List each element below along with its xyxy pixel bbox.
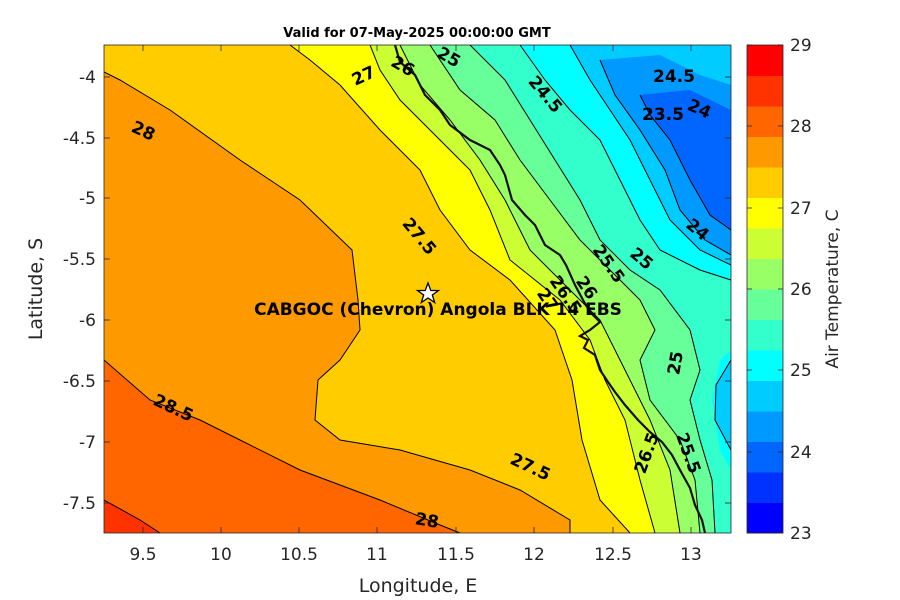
colorbar-tick-label: 25 <box>790 361 812 381</box>
colorbar-band <box>747 75 783 107</box>
y-tick-label: -7.5 <box>63 494 96 514</box>
colorbar-band <box>747 167 783 198</box>
chart-title: Valid for 07-May-2025 00:00:00 GMT <box>283 26 551 41</box>
colorbar-tick-label: 29 <box>790 36 812 56</box>
colorbar-band <box>747 472 783 503</box>
contour-label: 28 <box>413 509 440 533</box>
y-axis-label: Latitude, S <box>25 238 47 340</box>
temperature-field <box>104 45 731 533</box>
colorbar-band <box>747 45 783 76</box>
y-tick-label: -5.5 <box>63 250 96 270</box>
colorbar-band <box>747 197 783 229</box>
colorbar-tick-label: 23 <box>790 524 812 544</box>
y-tick-labels: -4 -4.5 -5 -5.5 -6 -6.5 -7 -7.5 <box>63 68 96 514</box>
y-tick-label: -4.5 <box>63 129 96 149</box>
colorbar-band <box>747 350 783 381</box>
y-axis <box>104 76 731 504</box>
y-tick-label: -4 <box>79 68 96 88</box>
x-tick-label: 10.5 <box>280 545 318 565</box>
y-tick-label: -6.5 <box>63 372 96 392</box>
x-tick-label: 12.5 <box>594 545 632 565</box>
x-axis-label: Longitude, E <box>359 575 478 597</box>
colorbar-label: Air Temperature, C <box>823 209 843 368</box>
colorbar-band <box>747 258 783 290</box>
y-tick-label: -7 <box>79 433 96 453</box>
plot-frame <box>103 44 732 534</box>
colorbar-ticks <box>747 44 783 534</box>
colorbar <box>747 45 783 534</box>
coastline <box>393 45 707 533</box>
x-tick-labels: 9.5 10 10.5 11 11.5 12 12.5 13 <box>129 545 701 565</box>
colorbar-tick-labels: 29 28 27 26 25 24 23 <box>790 36 812 544</box>
colorbar-band <box>747 502 783 534</box>
station-label: CABGOC (Chevron) Angola BLK 14 EBS <box>254 300 622 320</box>
colorbar-band <box>747 289 783 320</box>
x-tick-label: 11 <box>366 545 388 565</box>
contour-label: 24.5 <box>653 67 695 87</box>
x-tick-label: 9.5 <box>129 545 156 565</box>
colorbar-band <box>747 319 783 351</box>
colorbar-band <box>747 228 783 259</box>
x-axis <box>142 45 692 533</box>
colorbar-band <box>747 136 783 168</box>
colorbar-tick-label: 27 <box>790 199 812 219</box>
contour-label: 23.5 <box>642 105 684 125</box>
y-tick-label: -6 <box>79 311 96 331</box>
x-tick-label: 12 <box>523 545 545 565</box>
x-tick-label: 10 <box>210 545 232 565</box>
y-tick-label: -5 <box>79 189 96 209</box>
colorbar-band <box>747 106 783 137</box>
colorbar-band <box>747 380 783 412</box>
colorbar-tick-label: 24 <box>790 443 812 463</box>
colorbar-tick-label: 26 <box>790 280 812 300</box>
x-tick-label: 13 <box>680 545 702 565</box>
contour-label: 25 <box>664 350 688 377</box>
colorbar-band <box>747 441 783 473</box>
star-icon <box>415 281 441 305</box>
colorbar-band <box>747 411 783 442</box>
x-tick-label: 11.5 <box>437 545 475 565</box>
colorbar-tick-label: 28 <box>790 117 812 137</box>
